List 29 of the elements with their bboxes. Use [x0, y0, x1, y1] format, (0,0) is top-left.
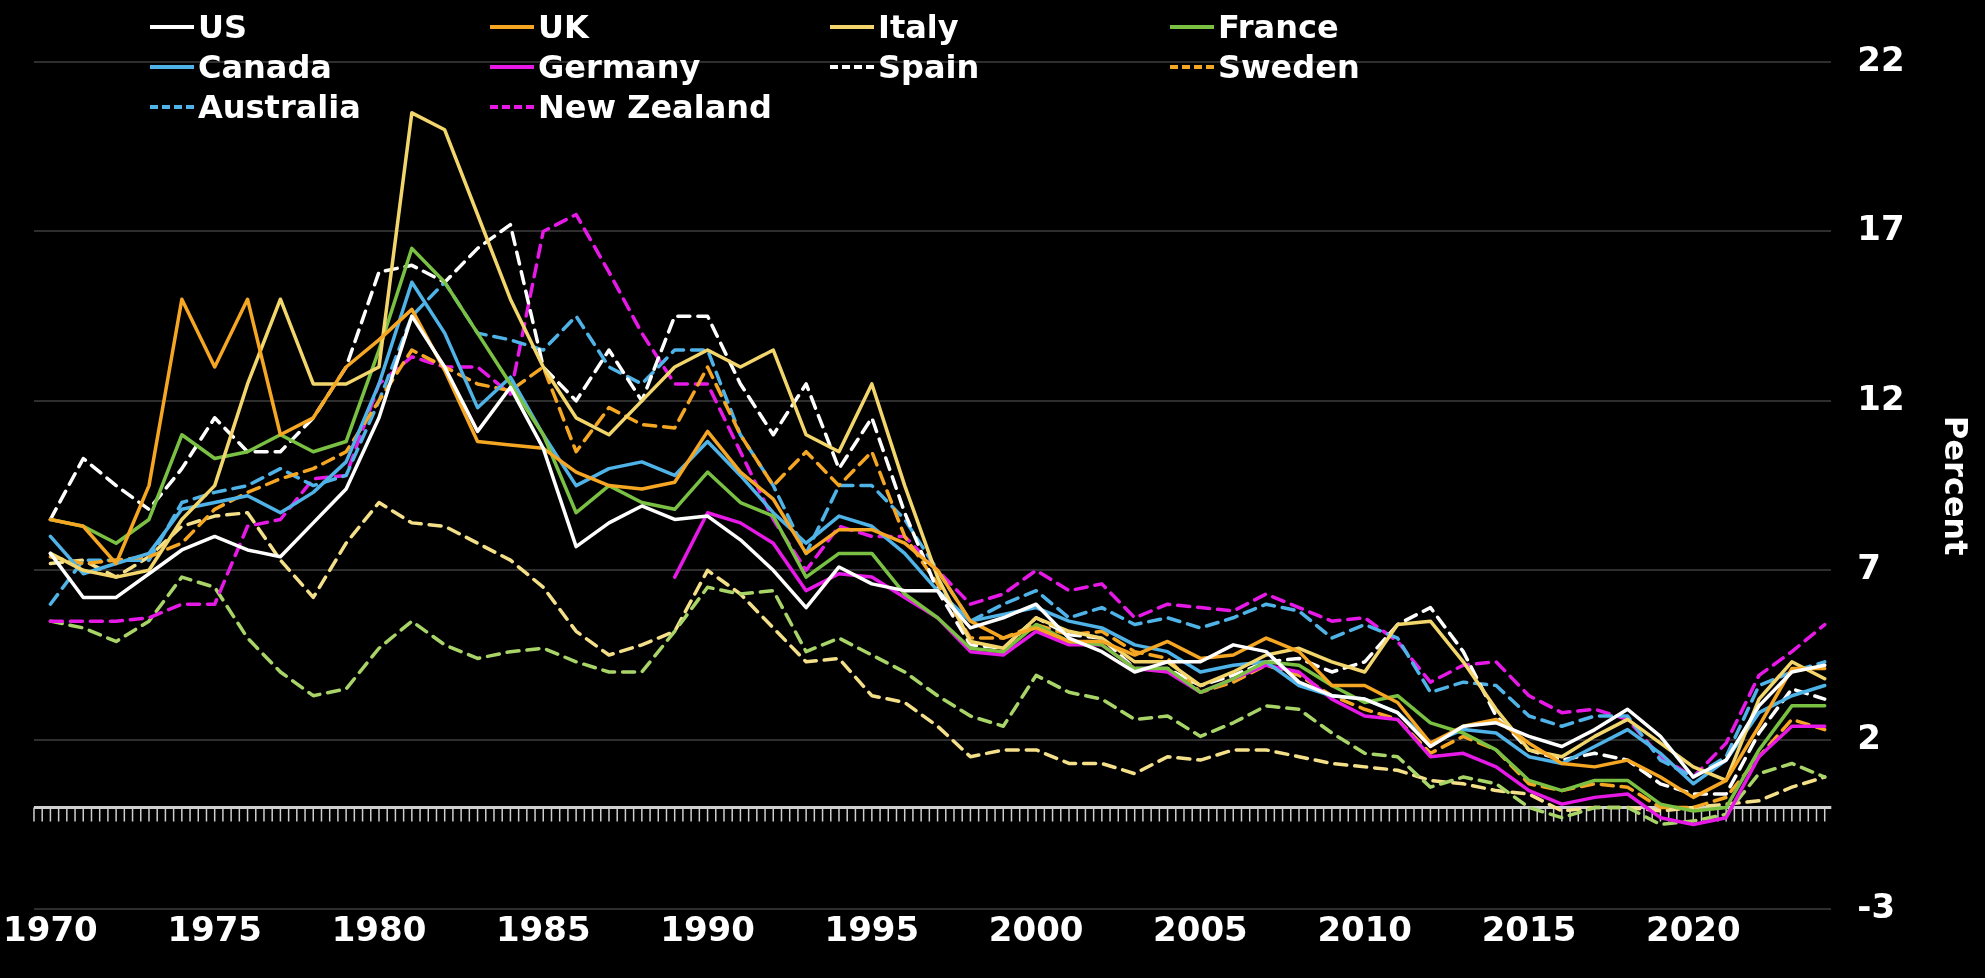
x-tick-label: 2000 — [988, 909, 1084, 950]
legend-label: UK — [538, 8, 589, 46]
y-tick-label: 17 — [1857, 208, 1905, 249]
x-tick-label: 2010 — [1317, 909, 1413, 950]
x-tick-label: 2020 — [1645, 909, 1741, 950]
legend-label: Spain — [878, 48, 980, 86]
legend-label: France — [1218, 8, 1339, 46]
y-tick-label: 7 — [1857, 547, 1881, 588]
legend-label: Italy — [878, 8, 959, 46]
x-tick-label: 1985 — [495, 909, 591, 950]
x-tick-label: 2005 — [1153, 909, 1248, 950]
y-tick-label: 2 — [1857, 716, 1881, 757]
legend-label: Germany — [538, 48, 701, 86]
y-tick-label: 12 — [1857, 377, 1905, 418]
y-axis-title: Percent — [1937, 415, 1976, 556]
x-tick-label: 1990 — [660, 909, 755, 950]
y-tick-label: 22 — [1857, 38, 1905, 79]
x-tick-label: 1975 — [167, 909, 263, 950]
x-tick-label: 1970 — [3, 909, 98, 950]
y-tick-label: -3 — [1857, 886, 1896, 927]
x-tick-label: 1980 — [331, 909, 427, 950]
legend-label: New Zealand — [538, 88, 772, 126]
x-tick-label: 1995 — [824, 909, 920, 950]
x-tick-label: 2015 — [1481, 909, 1577, 950]
legend-label: Sweden — [1218, 48, 1360, 86]
legend-label: US — [198, 8, 248, 46]
line-series — [48, 500, 1827, 813]
legend-label: Australia — [198, 88, 361, 126]
legend-label: Canada — [198, 48, 332, 86]
